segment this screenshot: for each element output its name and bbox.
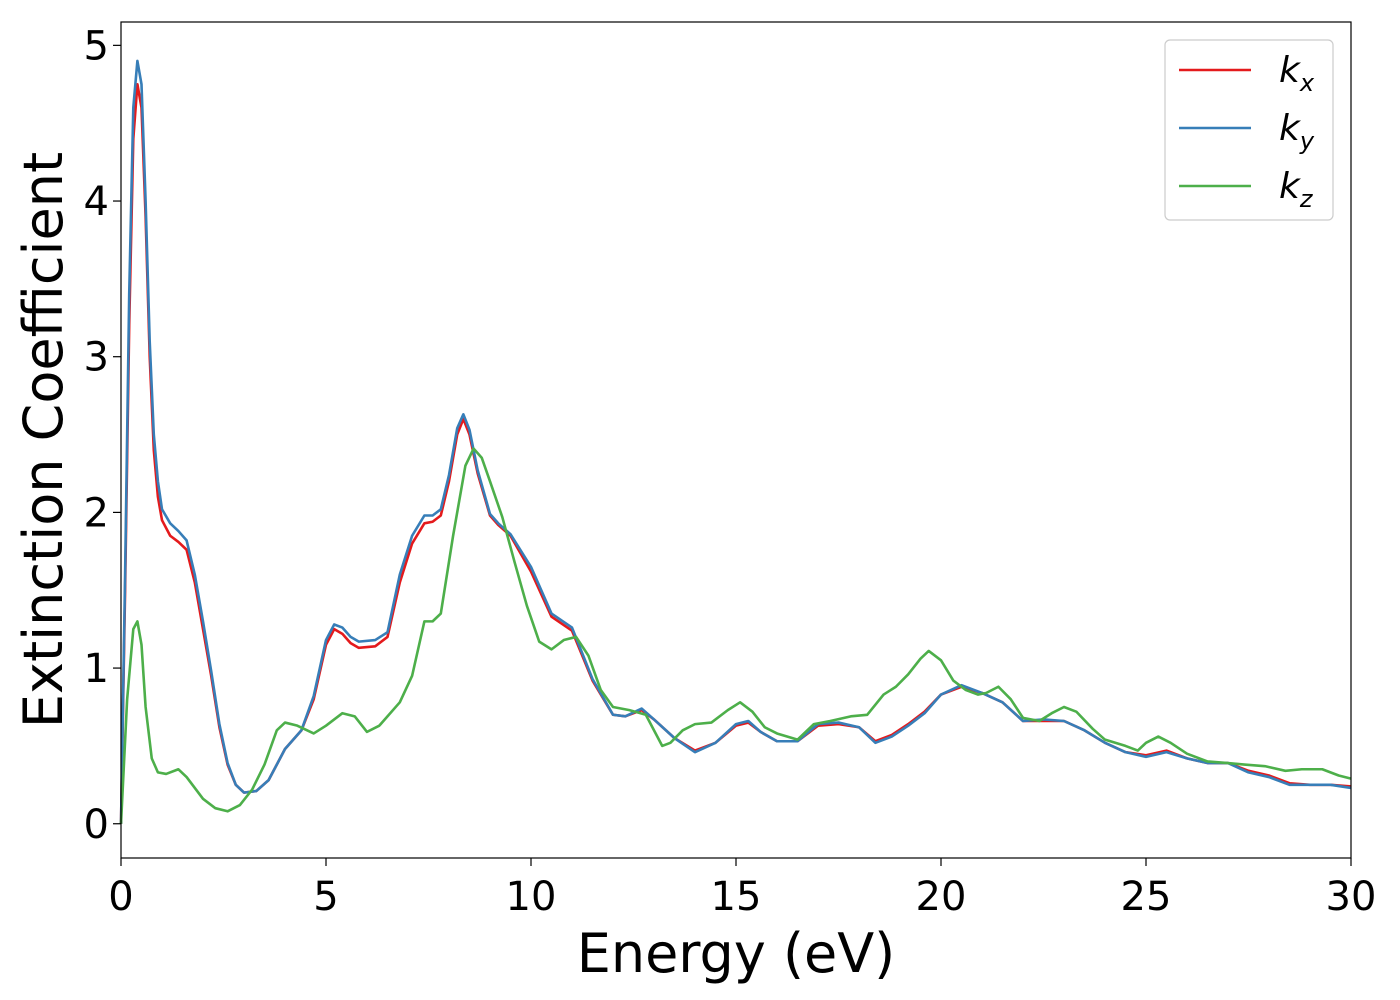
y-tick-label: 4 xyxy=(84,179,109,225)
legend-box xyxy=(1164,39,1334,221)
series-line-k_z xyxy=(119,447,1352,824)
y-tick-label: 3 xyxy=(84,335,109,381)
legend-label: kx xyxy=(1279,50,1315,97)
legend: kx ky kz xyxy=(1164,39,1334,221)
y-tick-label: 1 xyxy=(84,646,109,692)
x-tick-label: 30 xyxy=(1326,874,1377,920)
x-tick-label: 5 xyxy=(313,874,338,920)
series-lines xyxy=(119,59,1352,824)
x-tick-label: 0 xyxy=(108,874,133,920)
legend-label: kz xyxy=(1279,166,1314,213)
x-tick-label: 10 xyxy=(506,874,557,920)
y-tick-label: 2 xyxy=(84,490,109,536)
x-tick-label: 20 xyxy=(916,874,967,920)
x-axis-title: Energy (eV) xyxy=(577,922,896,985)
y-tick-label: 0 xyxy=(84,802,109,848)
x-tick-label: 25 xyxy=(1121,874,1172,920)
y-axis-title: Extinction Coefficient xyxy=(12,152,75,728)
y-tick-label: 5 xyxy=(84,23,109,69)
x-axis: 0 5 10 15 20 25 30 xyxy=(108,858,1376,920)
legend-label: ky xyxy=(1279,108,1315,155)
y-axis: 0 1 2 3 4 5 xyxy=(84,23,121,848)
x-tick-label: 15 xyxy=(711,874,762,920)
